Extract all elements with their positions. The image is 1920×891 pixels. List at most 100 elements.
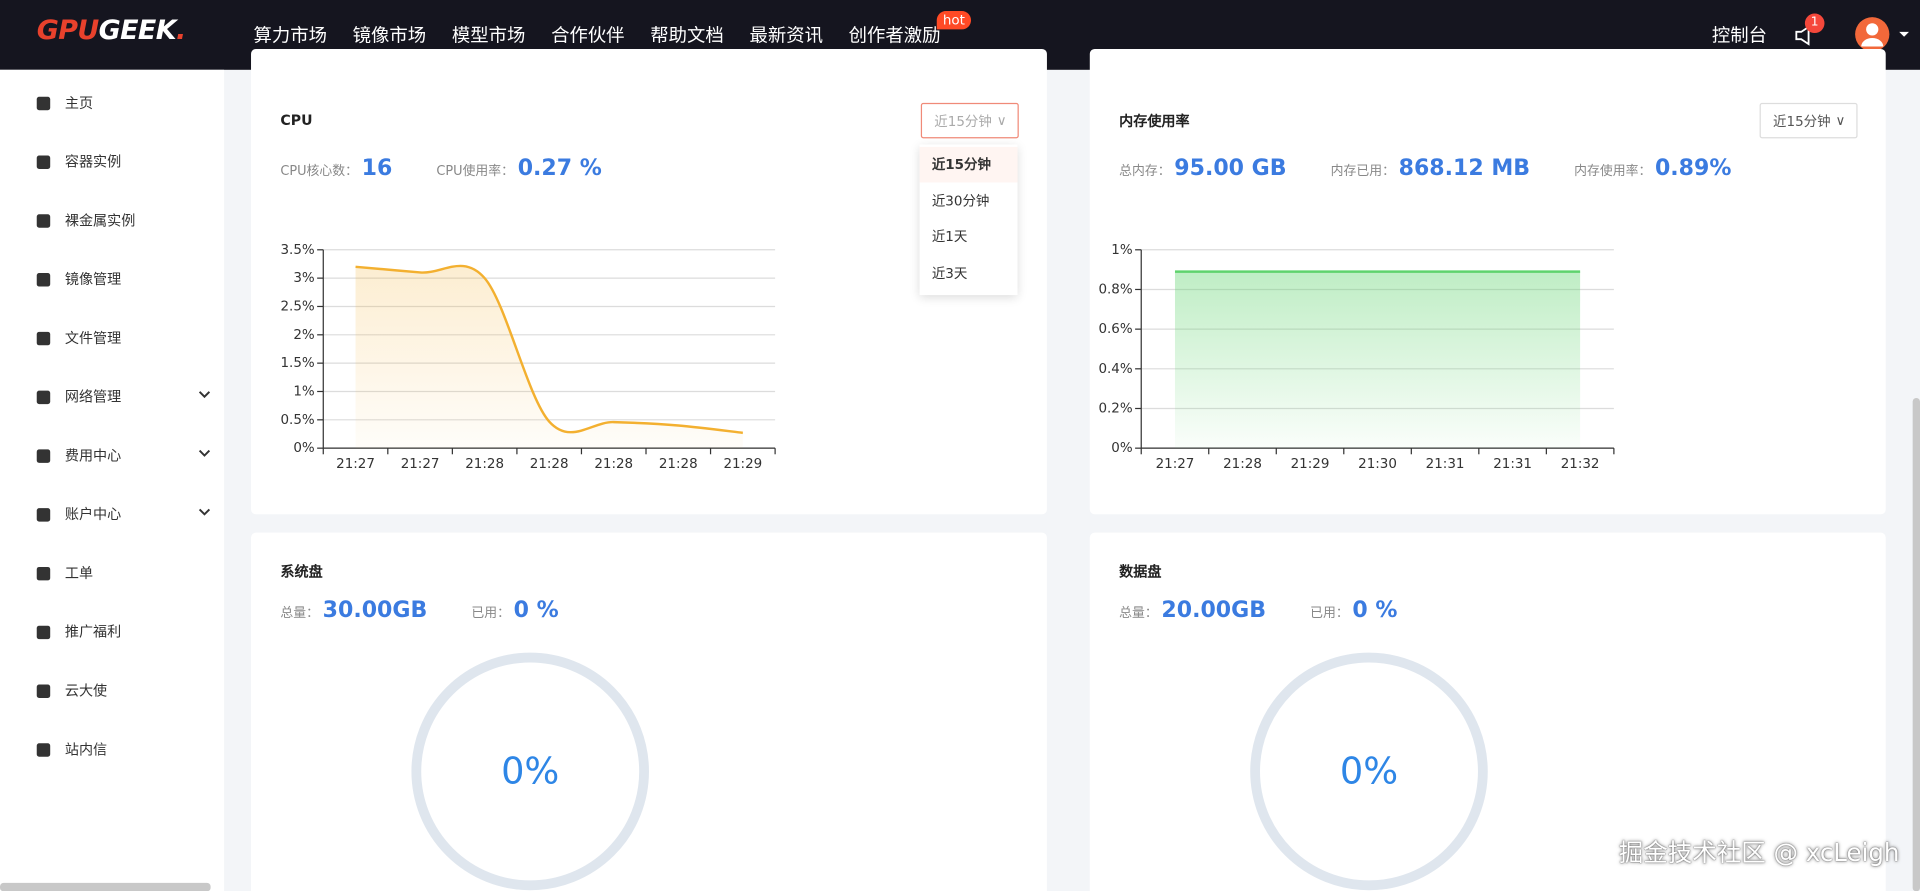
x-tick-label: 21:28	[465, 457, 504, 472]
stats: 总内存： 95.00 GB 内存已用： 868.12 MB 内存使用率： 0.89%	[1119, 156, 1775, 182]
sidebar-item[interactable]: 账户中心	[36, 502, 211, 526]
y-tick-label: 1%	[1111, 243, 1133, 258]
range-select[interactable]: 近15分钟 ∨	[1759, 102, 1858, 139]
stat-label: 内存已用：	[1330, 164, 1395, 179]
sidebar-item[interactable]: 主页	[36, 91, 211, 115]
sidebar-icon	[36, 566, 51, 580]
x-tick-label: 21:31	[1426, 457, 1465, 472]
range-dropdown: 近15分钟近30分钟近1天近3天	[919, 144, 1018, 296]
range-select[interactable]: 近15分钟 ∨	[920, 102, 1019, 139]
y-tick-label: 1.5%	[281, 356, 315, 371]
notice-badge: 1	[1804, 13, 1825, 34]
sidebar-item[interactable]: 推广福利	[36, 620, 211, 644]
y-tick-label: 0.6%	[1098, 322, 1132, 337]
stats: 总量： 30.00GB 已用： 0 %	[280, 598, 602, 624]
sidebar-label: 镜像管理	[64, 270, 122, 288]
nav-item[interactable]: 镜像市场	[352, 24, 427, 47]
sidebar-item[interactable]: 镜像管理	[36, 267, 211, 291]
y-tick-label: 3.5%	[281, 243, 315, 258]
logo-part: GEEK	[98, 15, 177, 47]
stat-label: CPU使用率：	[436, 164, 515, 179]
y-tick-label: 1%	[293, 384, 315, 399]
chevron	[198, 508, 211, 516]
stat-label: 总量：	[1119, 606, 1158, 621]
sidebar-icon	[36, 507, 51, 522]
nav-item[interactable]: 合作伙伴	[551, 24, 625, 47]
chevron	[198, 449, 211, 457]
area-fill	[355, 265, 743, 449]
x-tick-label: 21:28	[594, 457, 633, 472]
nav-item[interactable]: 模型市场	[451, 24, 526, 47]
x-tick-label: 21:28	[659, 457, 698, 472]
stat-label: 总量：	[280, 606, 319, 621]
chevron	[198, 391, 211, 399]
sidebar-icon	[36, 96, 51, 110]
sidebar-label: 容器实例	[64, 153, 122, 171]
stat-value: 30.00GB	[322, 597, 428, 624]
sidebar-item[interactable]: 费用中心	[36, 443, 211, 467]
notice-icon[interactable]	[1793, 23, 1817, 47]
chevron-path	[198, 391, 211, 399]
sidebar-item[interactable]: 工单	[36, 561, 211, 585]
dropdown-option[interactable]: 近15分钟	[919, 146, 1018, 183]
x-tick-label: 21:27	[401, 457, 440, 472]
x-tick-label: 21:28	[530, 457, 569, 472]
sidebar-item[interactable]: 文件管理	[36, 326, 211, 350]
panel-title: CPU	[280, 111, 313, 129]
sidebar-item[interactable]: 站内信	[36, 737, 211, 761]
stat-value: 868.12 MB	[1398, 155, 1531, 182]
stat-value: 0.89%	[1654, 155, 1732, 182]
x-tick-label: 21:31	[1493, 457, 1532, 472]
sidebar-icon	[36, 683, 51, 698]
stat-label: 已用：	[1310, 606, 1349, 621]
nav-item[interactable]: 算力市场	[253, 24, 327, 47]
sidebar-label: 云大使	[64, 682, 108, 700]
select-value: 近15分钟	[934, 113, 992, 130]
logo-part: .	[175, 15, 186, 47]
sidebar-item[interactable]: 容器实例	[36, 149, 211, 173]
sidebar-label: 裸金属实例	[64, 211, 136, 229]
dropdown-option[interactable]: 近1天	[931, 228, 968, 245]
stat-label: CPU核心数：	[280, 164, 358, 179]
chevron-path	[198, 449, 211, 457]
sidebar-icon	[36, 331, 51, 345]
sidebar-label: 站内信	[64, 740, 108, 758]
nav-item[interactable]: 最新资讯	[749, 24, 823, 47]
stat-value: 0 %	[1352, 597, 1398, 624]
watermark: 掘金技术社区 @ xcLeigh	[1618, 837, 1900, 867]
nav-item[interactable]: 创作者激励	[848, 24, 941, 47]
sidebar-icon	[36, 213, 51, 228]
sidebar-label: 工单	[64, 564, 94, 582]
console-link[interactable]: 控制台	[1711, 24, 1767, 47]
system-disk-panel: 系统盘 总量： 30.00GB 已用： 0 % 0%	[251, 532, 1047, 891]
panel-title: 数据盘	[1119, 563, 1162, 581]
sidebar-label: 主页	[64, 94, 94, 112]
sidebar: 主页容器实例裸金属实例镜像管理文件管理网络管理费用中心账户中心工单推广福利云大使…	[0, 69, 225, 891]
stat-value: 16	[361, 155, 393, 182]
x-tick-label: 21:27	[336, 457, 375, 472]
x-tick-label: 21:28	[1223, 457, 1262, 472]
nav-item[interactable]: 帮助文档	[650, 24, 724, 47]
sidebar-icon	[36, 272, 51, 286]
y-tick-label: 0.2%	[1098, 401, 1132, 416]
sidebar-icon	[36, 742, 51, 757]
sidebar-item[interactable]: 裸金属实例	[36, 208, 211, 232]
stat-label: 总内存：	[1119, 164, 1171, 179]
x-tick-label: 21:29	[723, 457, 762, 472]
panel-title: 内存使用率	[1119, 112, 1190, 130]
stat-label: 已用：	[471, 606, 510, 621]
sidebar-label: 账户中心	[64, 505, 122, 523]
avatar[interactable]	[1854, 16, 1915, 53]
x-tick-label: 21:29	[1291, 457, 1330, 472]
sidebar-item[interactable]: 云大使	[36, 678, 211, 702]
line	[355, 264, 743, 435]
dropdown-option[interactable]: 近30分钟	[931, 192, 990, 209]
nav-items: 算力市场 镜像市场 模型市场 合作伙伴 帮助文档 最新资讯 创作者激励	[253, 22, 940, 48]
y-tick-label: 0%	[293, 441, 315, 456]
dropdown-option[interactable]: 近3天	[931, 265, 968, 282]
usage-gauge: 0%	[411, 652, 649, 891]
sidebar-item[interactable]: 网络管理	[36, 384, 211, 408]
logo[interactable]: GPUGEEK.	[37, 16, 186, 47]
x-tick-label: 21:27	[1156, 457, 1195, 472]
